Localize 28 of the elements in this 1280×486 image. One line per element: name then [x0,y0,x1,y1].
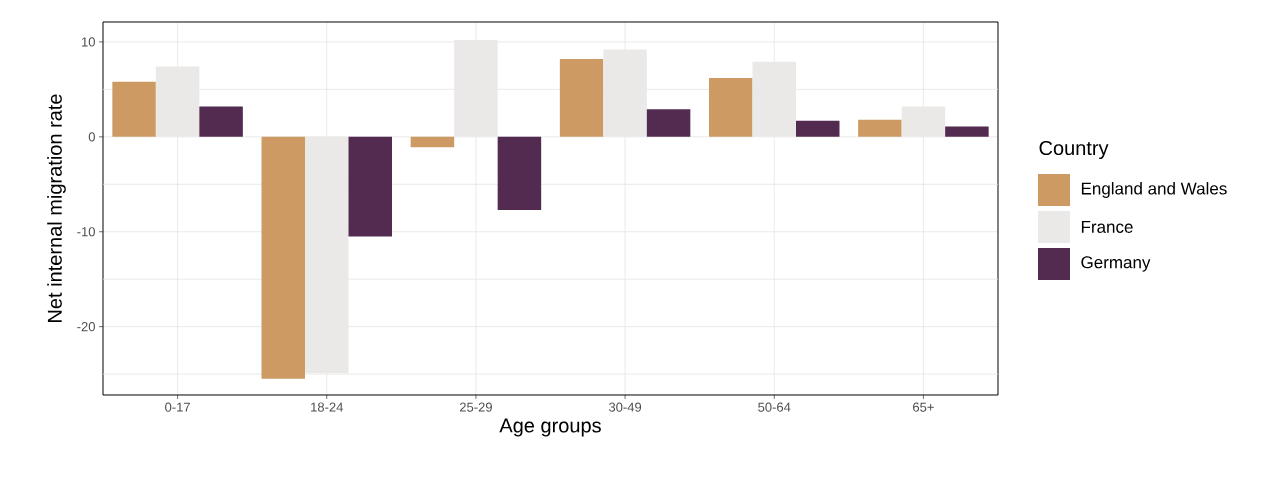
bar [410,136,455,148]
y-axis-title: Net internal migration rate [47,94,66,322]
bar [348,136,392,237]
bar [646,109,691,137]
x-tick-label: 25-29 [459,402,492,412]
bar [559,59,604,137]
x-tick-label: 0-17 [165,402,190,412]
y-tick-label: 0 [88,132,95,142]
bar [112,81,156,137]
x-axis-title: Age groups [499,418,601,437]
bar [497,136,542,210]
x-tick-label: 65+ [913,402,934,412]
x-tick-label: 18-24 [311,402,343,412]
bar [709,77,753,137]
x-tick-label: 50-64 [758,402,791,412]
y-tick-label: 10 [82,37,95,47]
x-tick-label: 30-49 [608,402,642,412]
bar [199,106,243,137]
legend-label: Germany [1081,256,1151,272]
legend-title: Country [1039,140,1109,160]
y-tick-label: -20 [77,322,95,332]
y-tick-label: -10 [77,227,95,237]
legend-label: England and Wales [1081,182,1227,198]
bar [261,136,306,379]
bar [796,120,840,137]
legend-label: France [1081,221,1133,233]
bar [858,119,902,137]
bar [945,126,989,137]
